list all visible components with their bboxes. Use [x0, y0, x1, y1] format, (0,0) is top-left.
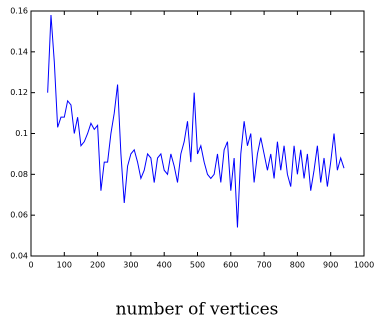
x-tick-label: 900 — [323, 261, 338, 270]
x-tick-label: 200 — [90, 261, 105, 270]
x-tick-label: 100 — [57, 261, 72, 270]
x-tick-label: 1000 — [354, 261, 374, 270]
y-tick-label: 0.04 — [10, 252, 28, 261]
y-tick-label: 0.16 — [10, 7, 28, 16]
x-axis-label: number of vertices — [116, 300, 279, 320]
y-tick-label: 0.12 — [10, 88, 28, 97]
x-tick-label: 800 — [290, 261, 305, 270]
plot-frame — [30, 10, 365, 257]
x-tick-label: 0 — [28, 261, 33, 270]
y-tick-label: 0.08 — [10, 170, 28, 179]
x-tick-label: 700 — [256, 261, 271, 270]
y-tick-label: 0.14 — [10, 47, 28, 56]
x-tick-label: 600 — [223, 261, 238, 270]
x-tick-label: 500 — [190, 261, 205, 270]
y-tick-label: 0.1 — [15, 129, 28, 138]
y-tick-label: 0.06 — [10, 211, 28, 220]
x-tick-label: 300 — [123, 261, 138, 270]
x-tick-label: 400 — [157, 261, 172, 270]
data-line — [47, 15, 345, 228]
